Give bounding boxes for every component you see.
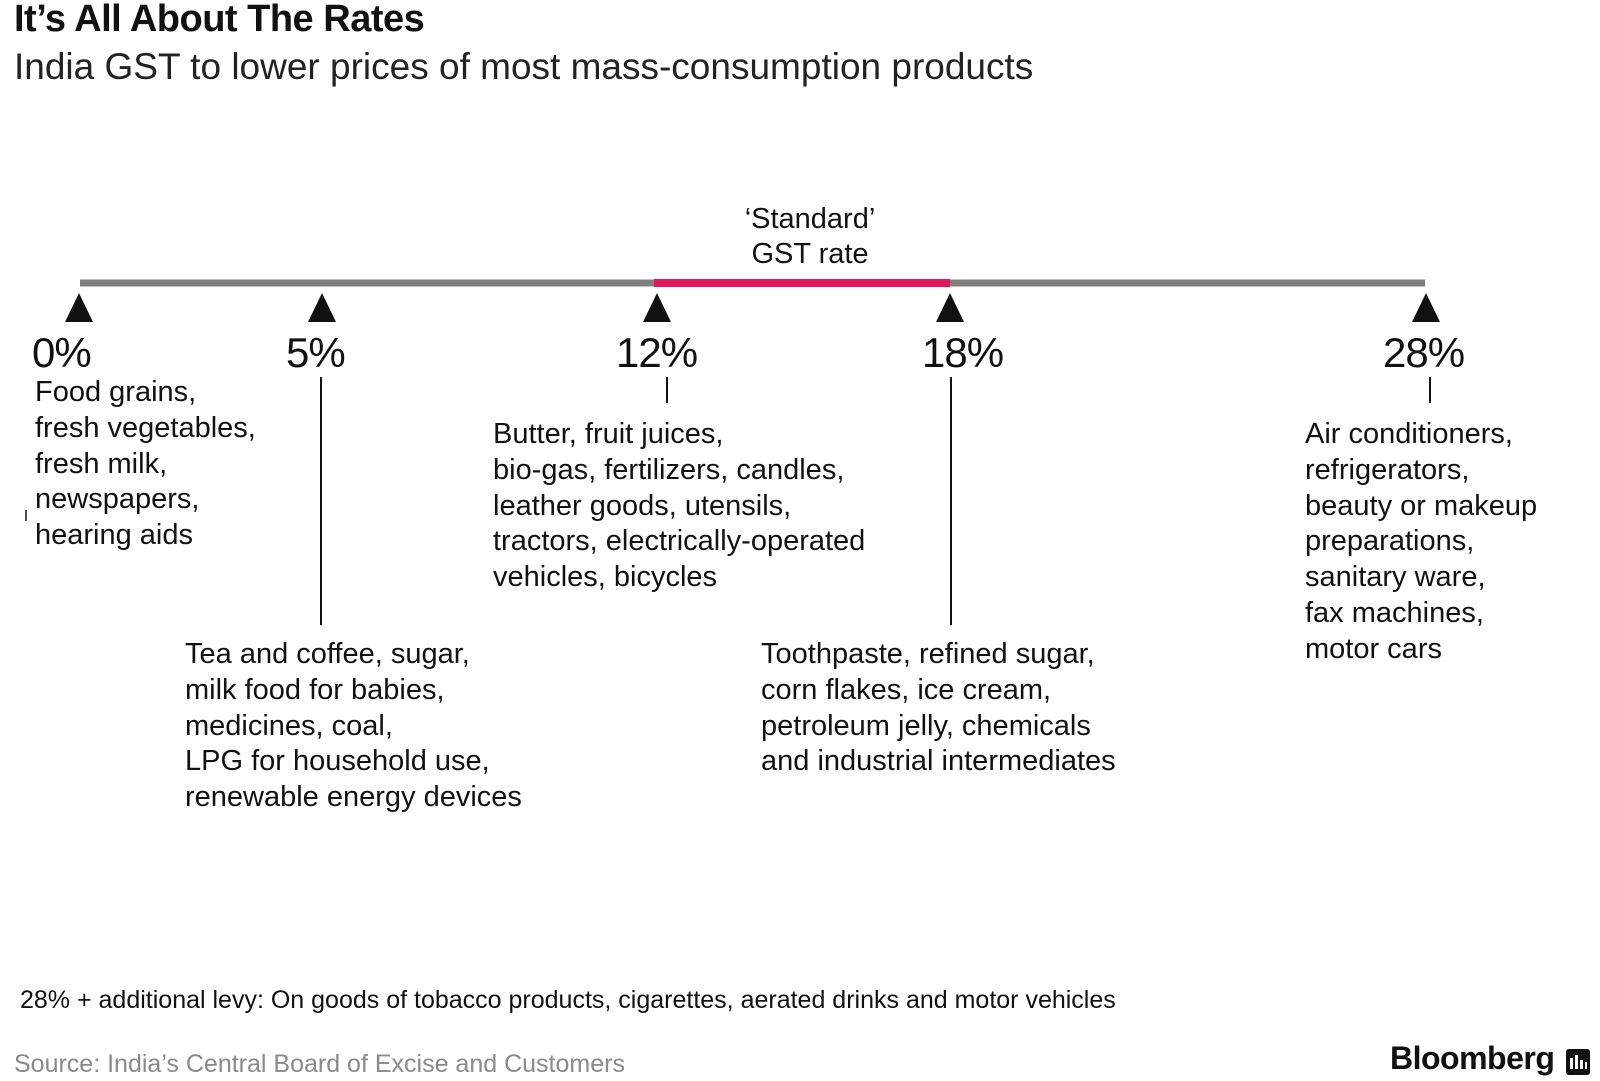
rate-label-28: 28% — [1383, 329, 1465, 376]
item-line: fresh vegetables, — [35, 411, 256, 444]
item-line: motor cars — [1305, 632, 1442, 665]
chart-subtitle: India GST to lower prices of most mass-c… — [14, 46, 1034, 87]
bloomberg-logo: Bloomberg — [1390, 1040, 1555, 1076]
standard-rate-label-line-2: GST rate — [751, 238, 869, 270]
item-line: and industrial intermediates — [761, 745, 1116, 778]
item-line: sanitary ware, — [1305, 561, 1486, 594]
items-0: Food grains, fresh vegetables, fresh mil… — [35, 375, 256, 554]
item-line: Butter, fruit juices, — [493, 418, 724, 450]
rate-label-18: 18% — [922, 329, 1004, 376]
standard-rate-label: ‘Standard’ GST rate — [710, 202, 910, 272]
chart-title: It’s All About The Rates — [14, 0, 425, 40]
item-line: hearing aids — [35, 519, 193, 552]
item-line: vehicles, bicycles — [493, 561, 718, 594]
item-line: corn flakes, ice cream, — [761, 673, 1052, 706]
item-line: fax machines, — [1305, 596, 1484, 629]
marker-28-icon — [1412, 293, 1440, 322]
rate-label-0: 0% — [32, 329, 92, 376]
marker-5-icon — [308, 293, 336, 322]
item-line: Tea and coffee, sugar, — [185, 638, 470, 670]
marker-12-icon — [643, 293, 671, 322]
items-12: Butter, fruit juices, bio-gas, fertilize… — [493, 417, 865, 596]
rate-label-5: 5% — [286, 329, 346, 376]
item-line: leather goods, utensils, — [493, 489, 792, 522]
marker-0-icon — [65, 293, 93, 322]
item-line: newspapers, — [35, 483, 200, 516]
bloomberg-terminal-icon — [1566, 1049, 1590, 1075]
item-line: medicines, coal, — [185, 709, 393, 742]
item-line: petroleum jelly, chemicals — [761, 709, 1091, 742]
item-line: milk food for babies, — [185, 673, 445, 706]
item-line: Air conditioners, — [1305, 418, 1513, 450]
items-28: Air conditioners, refrigerators, beauty … — [1305, 417, 1537, 668]
item-line: Toothpaste, refined sugar, — [761, 638, 1095, 670]
item-line: tractors, electrically-operated — [493, 525, 866, 558]
items-5: Tea and coffee, sugar, milk food for bab… — [185, 637, 522, 816]
item-line: refrigerators, — [1305, 453, 1470, 486]
item-line: renewable energy devices — [185, 781, 522, 814]
source-line: Source: India’s Central Board of Excise … — [14, 1050, 625, 1078]
item-line: beauty or makeup — [1305, 489, 1538, 522]
standard-rate-label-line-1: ‘Standard’ — [744, 203, 876, 235]
item-line: LPG for household use, — [185, 745, 490, 778]
marker-18-icon — [936, 293, 964, 322]
item-line: fresh milk, — [35, 447, 168, 480]
rate-label-12: 12% — [616, 329, 698, 376]
items-18: Toothpaste, refined sugar, corn flakes, … — [761, 637, 1116, 780]
footnote: 28% + additional levy: On goods of tobac… — [20, 986, 1116, 1014]
item-line: preparations, — [1305, 525, 1475, 558]
item-line: Food grains, — [35, 376, 197, 408]
item-line: bio-gas, fertilizers, candles, — [493, 453, 845, 486]
